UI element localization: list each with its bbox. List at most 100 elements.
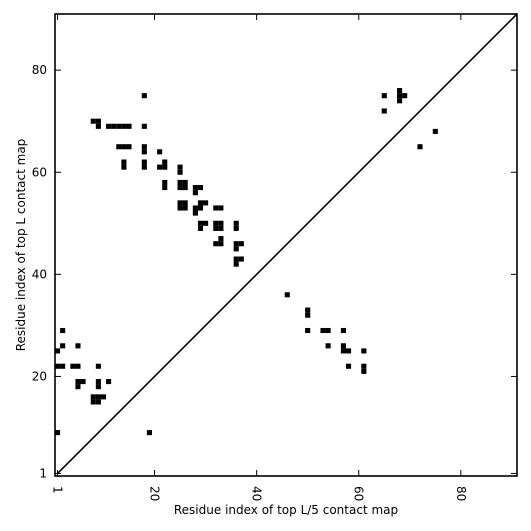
contact-point: [325, 327, 331, 334]
contact-point: [95, 363, 101, 369]
contact-point: [417, 144, 423, 150]
contact-point: [121, 144, 127, 150]
contact-point: [162, 159, 168, 165]
contact-point: [305, 327, 311, 334]
contact-point: [340, 327, 346, 334]
contact-point: [100, 394, 107, 400]
contact-point: [146, 430, 152, 436]
contact-point: [95, 384, 101, 390]
y-tick-label: 60: [32, 165, 47, 179]
axis-ticks: 1 20 40 60 80 1 20 40 60 80: [32, 14, 517, 501]
contact-point: [182, 200, 188, 206]
contact-point: [233, 241, 239, 247]
contact-point: [203, 200, 209, 206]
contact-point: [233, 246, 239, 252]
contact-point: [60, 363, 66, 369]
contact-point: [340, 348, 346, 354]
contact-point: [177, 169, 183, 175]
contact-point: [141, 149, 147, 155]
contact-point: [116, 123, 122, 129]
contact-point: [213, 225, 219, 231]
contact-point: [340, 343, 346, 349]
y-tick-label: 80: [32, 63, 47, 77]
contact-point: [95, 379, 101, 385]
contact-point: [60, 327, 66, 334]
contact-point: [238, 241, 244, 247]
contact-point: [126, 144, 132, 150]
y-axis-label: Residue index of top L contact map: [14, 139, 28, 352]
x-tick-label: 60: [352, 486, 366, 501]
contact-point: [197, 205, 204, 211]
x-tick-label: 1: [51, 486, 65, 494]
x-tick-label: 80: [454, 486, 468, 501]
contact-point: [192, 185, 198, 191]
diagonal-line: [56, 13, 518, 475]
contact-point: [345, 348, 352, 354]
contact-point: [218, 220, 224, 226]
contact-point: [90, 394, 96, 400]
contact-point: [197, 185, 204, 191]
contact-point: [381, 108, 387, 114]
contact-point: [121, 164, 127, 170]
contact-point: [402, 93, 408, 99]
plot-frame: [54, 13, 518, 477]
contact-point: [218, 236, 224, 242]
contact-point: [126, 123, 132, 129]
contact-point: [177, 200, 183, 206]
contact-point: [361, 368, 367, 374]
contact-point: [218, 241, 224, 247]
contact-point: [213, 241, 219, 247]
contact-point: [233, 261, 239, 267]
contact-point: [95, 399, 101, 405]
contact-point: [381, 93, 387, 99]
contact-point: [397, 88, 403, 94]
contact-point: [192, 205, 198, 211]
contact-point: [141, 159, 147, 165]
contact-point: [182, 205, 188, 211]
contact-point: [106, 123, 112, 129]
contact-point: [238, 256, 244, 262]
contact-point: [157, 164, 163, 170]
contact-point: [177, 185, 183, 191]
contact-point: [218, 205, 224, 211]
contact-point: [90, 118, 96, 124]
contact-point: [141, 123, 147, 129]
contact-point: [141, 93, 147, 99]
contact-point: [116, 144, 122, 150]
contact-point: [197, 200, 204, 206]
y-tick-label: 1: [39, 466, 47, 480]
contact-point: [111, 123, 117, 129]
contact-point: [106, 379, 112, 385]
contact-point: [213, 220, 219, 226]
contact-point: [90, 399, 96, 405]
contact-point: [397, 93, 403, 99]
contact-point: [213, 205, 219, 211]
contact-point: [182, 185, 188, 191]
contact-point: [284, 292, 290, 298]
contact-point: [141, 164, 147, 170]
contact-point: [141, 144, 147, 150]
contact-point: [75, 379, 81, 385]
contact-point: [60, 343, 66, 349]
contact-point: [325, 343, 331, 349]
contact-point: [197, 225, 204, 231]
contact-point: [192, 190, 198, 196]
contact-point: [121, 159, 127, 165]
contact-markers: [55, 88, 438, 436]
contact-point: [233, 256, 239, 262]
x-axis-label: Residue index of top L/5 contact map: [174, 503, 398, 517]
contact-point: [233, 220, 239, 226]
contact-point: [55, 363, 61, 369]
contact-point: [162, 185, 168, 191]
contact-point: [75, 363, 81, 369]
contact-point: [320, 327, 326, 334]
contact-point: [397, 98, 403, 104]
contact-point: [177, 179, 183, 186]
contact-point: [192, 210, 198, 216]
contact-point: [177, 205, 183, 211]
contact-point: [305, 312, 311, 318]
contact-point: [121, 123, 127, 129]
contact-point: [75, 343, 81, 349]
contact-point: [182, 179, 188, 186]
x-tick-label: 40: [250, 486, 264, 501]
